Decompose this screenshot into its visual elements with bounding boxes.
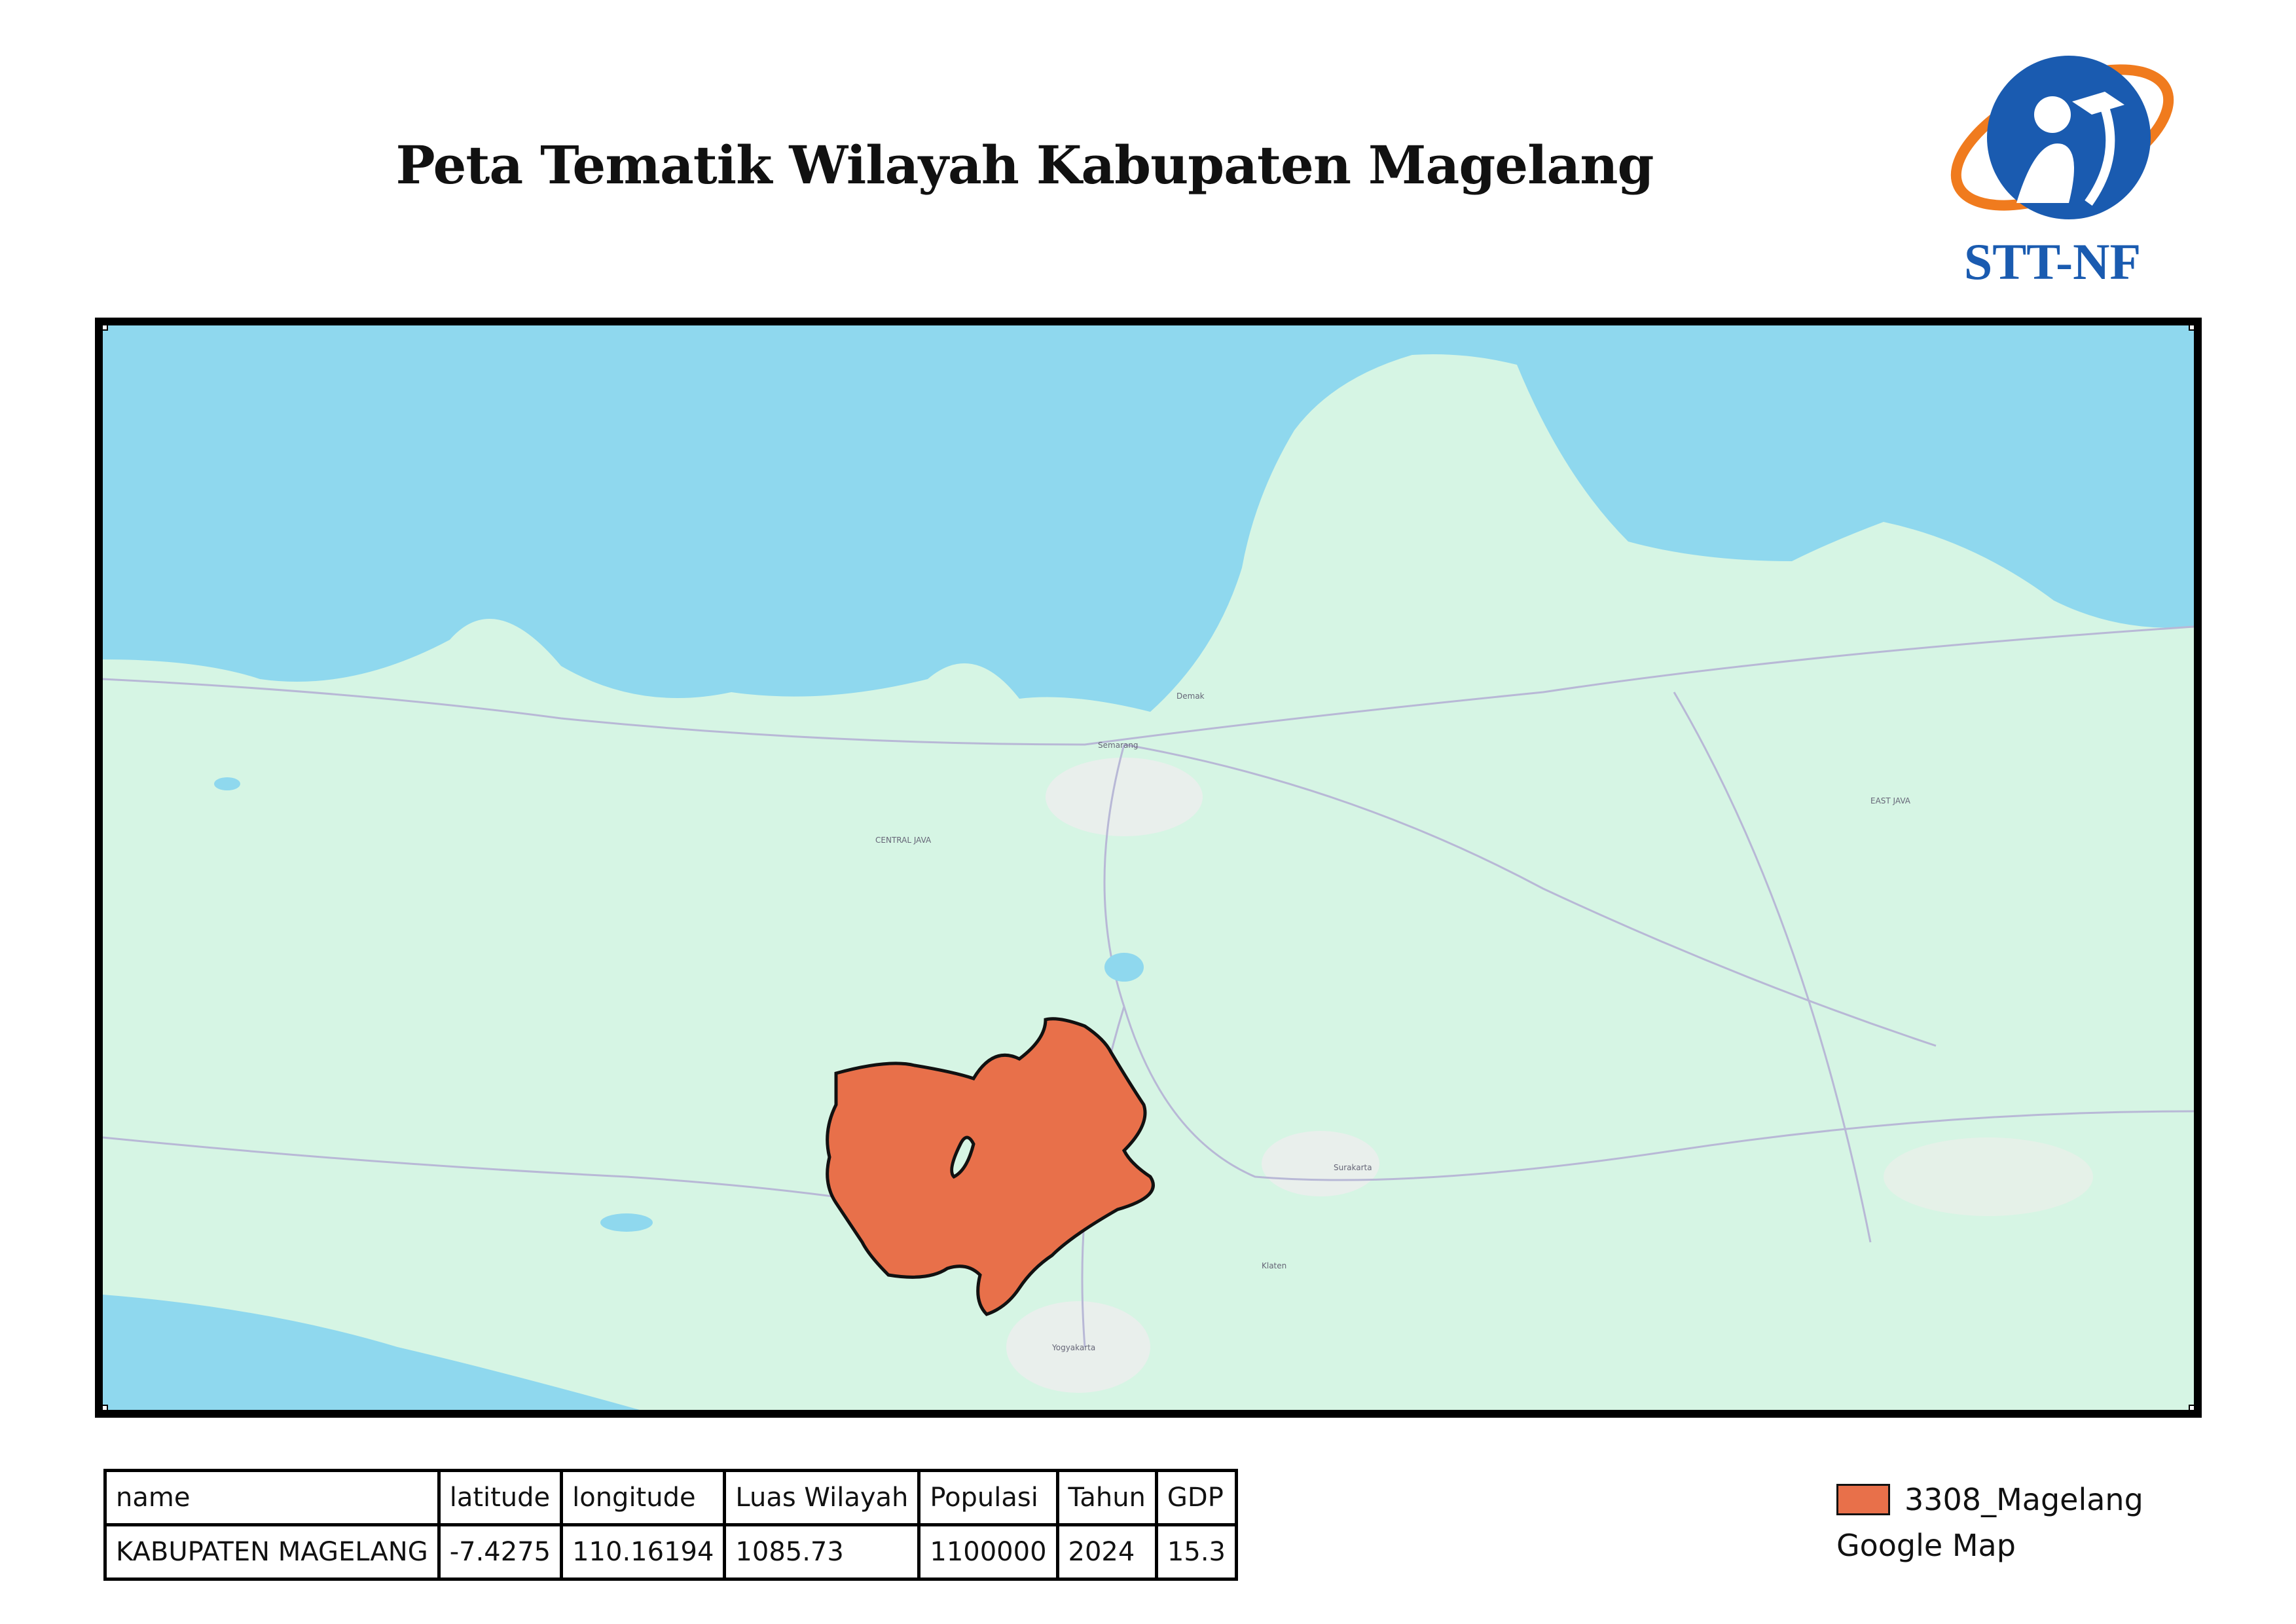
frame-corner: [2189, 325, 2194, 331]
cell-name: KABUPATEN MAGELANG: [103, 1523, 441, 1581]
header-populasi: Populasi: [917, 1469, 1059, 1526]
legend-label: 3308_Magelang: [1904, 1482, 2143, 1517]
table-header-row: name latitude longitude Luas Wilayah Pop…: [103, 1469, 1238, 1526]
label-surakarta: Surakarta: [1334, 1163, 1372, 1172]
frame-corner: [103, 325, 108, 331]
header-longitude: longitude: [560, 1469, 727, 1526]
basemap-label: Google Map: [1836, 1528, 2016, 1563]
header-tahun: Tahun: [1055, 1469, 1158, 1526]
frame-corner: [103, 1405, 108, 1410]
map-frame[interactable]: Semarang Surakarta Yogyakarta Klaten Dem…: [95, 318, 2202, 1418]
cell-luas-wilayah: 1085.73: [723, 1523, 921, 1581]
label-klaten: Klaten: [1262, 1261, 1286, 1270]
cell-gdp: 15.3: [1154, 1523, 1238, 1581]
java-sea: [103, 325, 2194, 712]
header-latitude: latitude: [437, 1469, 564, 1526]
legend-swatch: [1836, 1484, 1890, 1515]
label-semarang: Semarang: [1098, 741, 1139, 750]
cell-longitude: 110.16194: [560, 1523, 727, 1581]
legend-item: 3308_Magelang: [1836, 1477, 2143, 1522]
label-east-java: EAST JAVA: [1870, 796, 1911, 805]
magelang-region: [826, 1017, 1155, 1316]
indian-ocean: [103, 1295, 640, 1410]
table-row: KABUPATEN MAGELANG -7.4275 110.16194 108…: [103, 1523, 1238, 1581]
frame-corner: [2189, 1405, 2194, 1410]
stt-nf-logo: [1950, 56, 2174, 219]
header-name: name: [103, 1469, 441, 1526]
header-luas-wilayah: Luas Wilayah: [723, 1469, 921, 1526]
cell-latitude: -7.4275: [437, 1523, 564, 1581]
map-title: Peta Tematik Wilayah Kabupaten Magelang: [395, 134, 1654, 196]
cell-tahun: 2024: [1055, 1523, 1158, 1581]
basemap: Semarang Surakarta Yogyakarta Klaten Dem…: [103, 325, 2194, 1410]
header-gdp: GDP: [1154, 1469, 1238, 1526]
cell-populasi: 1100000: [917, 1523, 1059, 1581]
label-demak: Demak: [1176, 692, 1205, 701]
legend-basemap: Google Map: [1836, 1522, 2143, 1568]
label-yogyakarta: Yogyakarta: [1051, 1343, 1095, 1352]
place-labels: Semarang Surakarta Yogyakarta Klaten Dem…: [875, 692, 1911, 1352]
label-central-java: CENTRAL JAVA: [875, 836, 932, 845]
logo-text: STT-NF: [1963, 233, 2141, 290]
attribute-table: name latitude longitude Luas Wilayah Pop…: [103, 1469, 1238, 1581]
map-legend: 3308_Magelang Google Map: [1836, 1477, 2143, 1568]
